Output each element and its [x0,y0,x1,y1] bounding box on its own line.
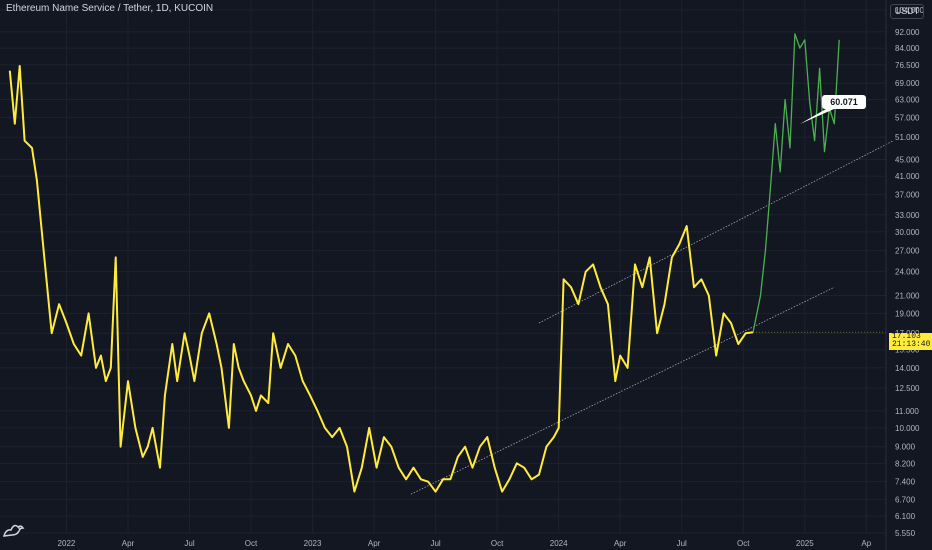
y-tick-label: 11.000 [895,407,919,416]
current-price-label: 17.103 21:13:40 [889,333,932,350]
channel-upper-line [538,140,894,324]
channel-lower-line [410,286,835,495]
currency-button[interactable]: USDT [890,4,924,19]
y-tick-label: 76.500 [895,61,920,70]
y-tick-label: 45.000 [895,156,920,165]
y-tick-label: 51.000 [895,133,920,142]
x-tick-label: 2023 [304,539,322,548]
y-tick-label: 41.000 [895,172,920,181]
y-tick-label: 21.000 [895,292,920,301]
y-tick-label: 27.000 [895,247,920,256]
x-tick-label: Jul [430,539,440,548]
y-tick-label: 69.000 [895,79,920,88]
channel-lines [410,140,894,495]
y-tick-label: 24.000 [895,268,920,277]
y-tick-label: 37.000 [895,190,920,199]
chart-title: Ethereum Name Service / Tether, 1D, KUCO… [6,3,214,14]
y-tick-label: 84.000 [895,44,920,53]
x-tick-label: Apr [614,539,627,548]
y-axis: 104.000 92.000 84.000 76.500 69.000 63.000 57.… [885,0,924,550]
x-tick-label: 2022 [58,539,76,548]
series-line-0 [8,65,754,493]
x-tick-label: 2024 [550,539,568,548]
x-tick-label: Oct [491,539,504,548]
y-tick-label: 14.000 [895,364,920,373]
x-tick-label: Jul [184,539,194,548]
y-tick-label: 15.500 [895,346,920,355]
x-tick-label: Apr [368,539,381,548]
callout-label: 60.071 [830,97,858,107]
series-layer [8,33,886,493]
y-tick-label: 63.000 [895,95,920,104]
grid [0,0,886,534]
callout-pointer [799,109,834,124]
y-tick-label: 8.200 [895,459,916,468]
y-tick-label: 30.000 [895,228,920,237]
y-tick-label: 7.400 [895,478,916,487]
countdown: 21:13:40 [892,340,931,349]
x-tick-label: 2025 [796,539,814,548]
x-tick-label: Apr [122,539,135,548]
callout-box [822,95,866,109]
y-tick-label: 33.000 [895,211,920,220]
x-axis: 2022 Apr Jul Oct 2023 Apr Jul Oct 2024 Apr Jul Oct 2… [58,539,872,548]
y-tick-label: 57.000 [895,113,920,122]
y-tick-label: 92.000 [895,28,920,37]
tradingview-logo-icon[interactable] [2,520,26,538]
y-tick-label: 6.100 [895,512,916,521]
current-price: 17.103 [892,332,921,341]
annotation-callout: 60.071 [799,95,866,124]
y-tick-label: 9.000 [895,443,916,452]
y-tick-label: 104.000 [895,6,924,15]
y-tick-label: 6.700 [895,495,916,504]
x-tick-label: Oct [245,539,258,548]
x-tick-label: Oct [737,539,750,548]
y-tick-label: 19.000 [895,309,920,318]
y-tick-label: 12.500 [895,384,920,393]
y-tick-label: 5.550 [895,529,916,538]
series-line-1 [752,33,840,333]
x-tick-label: Ap [861,539,871,548]
x-tick-label: Jul [677,539,687,548]
y-tick-label: 10.000 [895,424,920,433]
